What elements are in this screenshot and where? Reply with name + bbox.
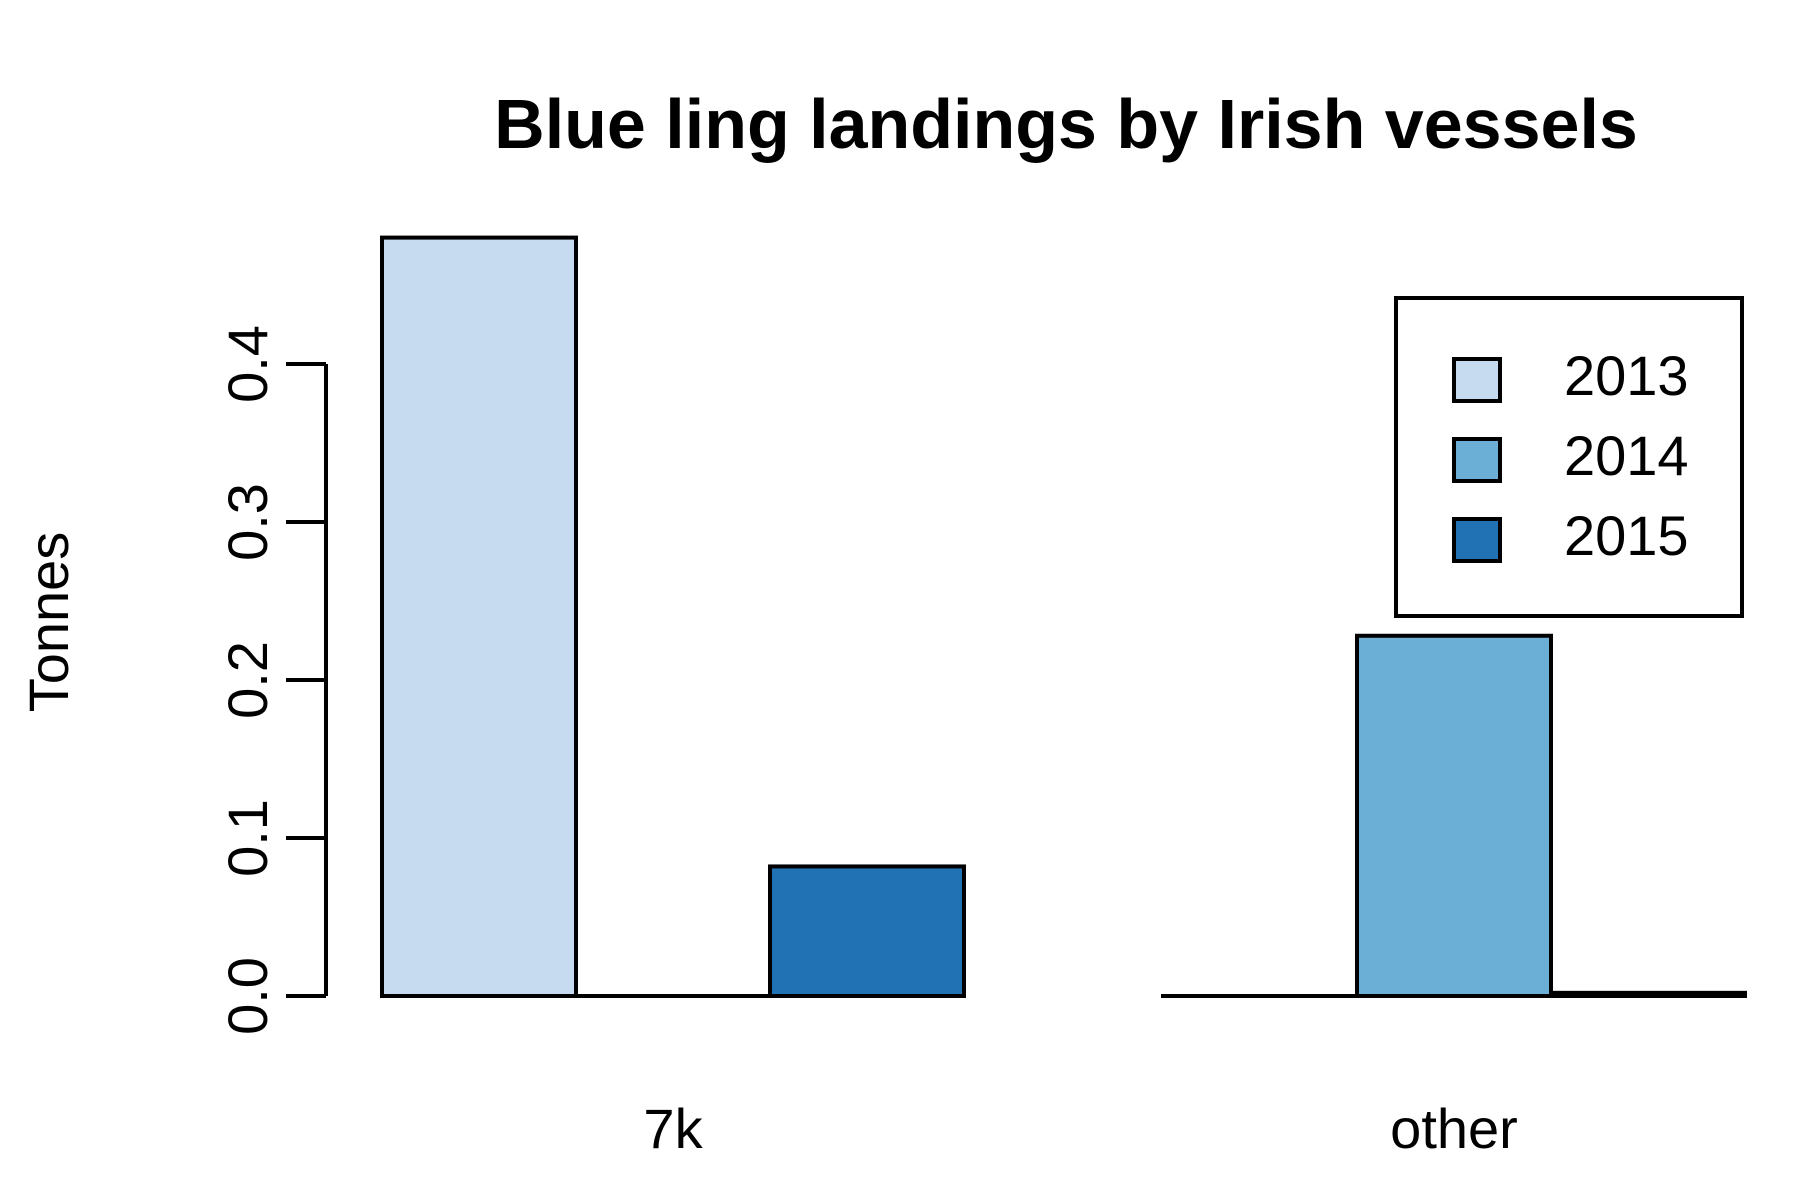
y-tick-label: 0.2 [216, 641, 279, 719]
y-tick-label: 0.3 [216, 483, 279, 561]
bar-7k-2015 [768, 864, 966, 998]
legend-label-2013: 2013 [1564, 344, 1689, 407]
legend-swatch-2013 [1452, 357, 1502, 403]
legend-swatch-2015 [1452, 517, 1502, 563]
y-tick-label: 0.4 [216, 325, 279, 403]
chart-title: Blue ling landings by Irish vessels [494, 85, 1638, 163]
legend-label-2015: 2015 [1564, 504, 1689, 567]
y-tick-label: 0.0 [216, 957, 279, 1035]
y-tick-label: 0.1 [216, 799, 279, 877]
legend: 2013 2014 2015 [1394, 296, 1744, 618]
y-axis-label: Tonnes [17, 532, 80, 713]
bar-7k-2013 [380, 235, 578, 999]
bar-other-2014 [1355, 633, 1553, 998]
legend-swatch-2014 [1452, 437, 1502, 483]
x-label-7k: 7k [643, 1097, 703, 1160]
x-axis-labels: 7k other [643, 1097, 1517, 1160]
y-axis: 0.0 0.1 0.2 0.3 0.4 [216, 325, 328, 1035]
bars [380, 235, 1747, 999]
x-label-other: other [1390, 1097, 1518, 1160]
bar-other-2015 [1549, 990, 1747, 999]
legend-label-2014: 2014 [1564, 424, 1689, 487]
